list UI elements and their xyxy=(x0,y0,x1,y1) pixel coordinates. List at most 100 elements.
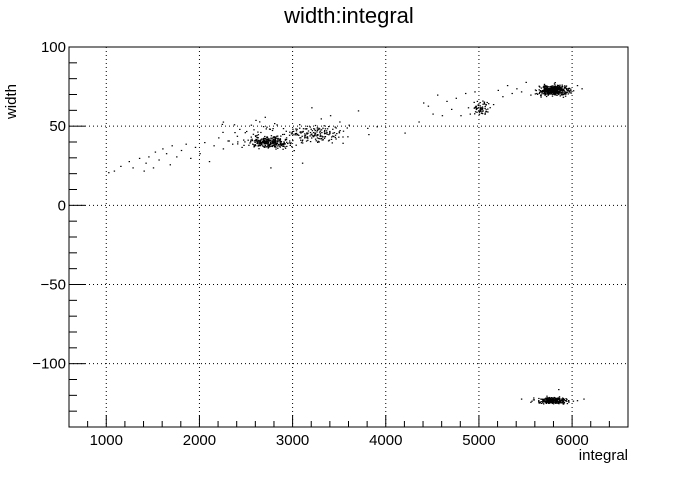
data-point xyxy=(368,134,370,136)
data-point xyxy=(547,400,549,402)
y-tick-label: −100 xyxy=(32,356,66,373)
data-point xyxy=(516,88,518,90)
data-point xyxy=(268,140,271,142)
data-point xyxy=(283,141,285,143)
data-point xyxy=(551,400,553,402)
data-point xyxy=(480,107,482,109)
data-point xyxy=(530,401,532,403)
data-point xyxy=(334,134,337,136)
data-point xyxy=(559,88,561,91)
data-point xyxy=(271,145,274,148)
data-point xyxy=(262,126,265,128)
data-point xyxy=(539,90,541,92)
data-point xyxy=(301,162,304,164)
data-point xyxy=(243,139,245,141)
data-point xyxy=(258,148,260,150)
data-point xyxy=(332,132,334,134)
data-point xyxy=(259,121,261,123)
data-point xyxy=(270,143,272,145)
data-point xyxy=(108,172,110,174)
data-point xyxy=(565,85,568,87)
data-point xyxy=(487,108,489,110)
data-point xyxy=(272,140,274,142)
data-point xyxy=(247,139,249,141)
data-point xyxy=(270,167,272,169)
data-point xyxy=(283,143,285,145)
data-point xyxy=(304,135,306,137)
data-point xyxy=(295,144,297,146)
data-point xyxy=(558,87,561,89)
data-point xyxy=(329,132,331,134)
data-point xyxy=(176,156,178,158)
data-point xyxy=(311,107,313,109)
data-point xyxy=(280,141,282,143)
data-point xyxy=(309,126,311,128)
data-point xyxy=(257,141,259,143)
data-point xyxy=(268,140,270,142)
data-point xyxy=(469,113,471,115)
data-point xyxy=(554,89,557,91)
data-point xyxy=(243,144,245,146)
data-point xyxy=(484,106,486,108)
data-points xyxy=(108,81,585,405)
data-point xyxy=(540,96,542,98)
data-point xyxy=(547,93,549,95)
data-point xyxy=(194,146,197,148)
data-point xyxy=(324,136,326,138)
data-point xyxy=(568,401,570,403)
data-point xyxy=(566,88,568,91)
data-point xyxy=(262,142,265,144)
data-point xyxy=(333,136,335,138)
data-point xyxy=(560,93,562,95)
data-point xyxy=(270,145,272,147)
data-point xyxy=(300,142,303,144)
data-point xyxy=(264,144,267,146)
data-point xyxy=(544,93,547,95)
data-point xyxy=(535,90,537,92)
data-point xyxy=(567,88,570,90)
data-point xyxy=(128,161,130,163)
data-point xyxy=(542,398,544,400)
data-point xyxy=(546,89,548,91)
data-point xyxy=(367,127,369,129)
data-point xyxy=(540,94,542,97)
data-point xyxy=(322,136,324,138)
data-point xyxy=(274,144,276,146)
data-point xyxy=(162,148,164,150)
x-tick-labels: 1000 2000 3000 4000 5000 6000 xyxy=(90,432,589,449)
data-point xyxy=(541,401,544,403)
data-point xyxy=(169,164,171,166)
data-point xyxy=(185,143,187,145)
data-point xyxy=(290,143,292,145)
data-point xyxy=(347,136,349,138)
data-point xyxy=(289,144,291,146)
data-point xyxy=(326,132,328,134)
y-tick-label: 50 xyxy=(49,118,66,135)
data-point xyxy=(302,139,304,141)
data-point xyxy=(564,87,566,89)
data-point xyxy=(317,140,319,142)
data-point xyxy=(489,107,491,109)
data-point xyxy=(307,137,309,139)
data-point xyxy=(180,149,183,152)
data-point xyxy=(298,134,300,136)
data-point xyxy=(262,144,264,146)
data-point xyxy=(318,141,320,143)
data-point xyxy=(256,134,258,137)
data-point xyxy=(267,143,269,145)
data-point xyxy=(257,144,259,146)
data-point xyxy=(551,85,554,87)
data-point xyxy=(556,89,559,91)
data-point xyxy=(532,399,535,401)
data-point xyxy=(278,145,281,147)
data-point xyxy=(268,144,271,146)
data-point xyxy=(342,136,344,138)
data-point xyxy=(557,398,559,400)
data-point xyxy=(562,403,565,405)
data-point xyxy=(272,137,274,139)
data-point xyxy=(563,92,566,94)
data-point xyxy=(222,131,224,133)
data-point xyxy=(304,128,307,130)
data-point xyxy=(334,126,336,128)
data-point xyxy=(561,399,563,401)
